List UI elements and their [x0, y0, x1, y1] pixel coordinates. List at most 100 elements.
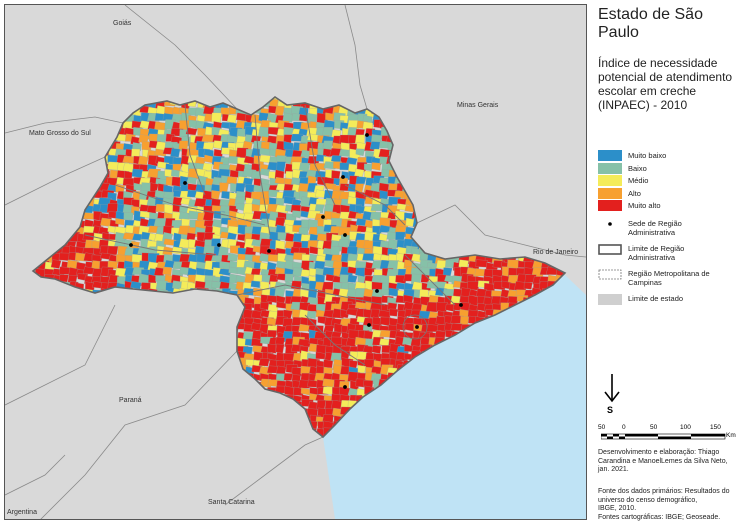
municipality: [107, 245, 119, 256]
legend-label: Baixo: [628, 163, 647, 173]
municipality: [329, 148, 343, 157]
municipality: [267, 343, 277, 354]
municipality: [356, 225, 368, 233]
municipality: [147, 155, 159, 167]
municipality: [362, 253, 375, 261]
municipality: [371, 162, 381, 171]
credits: Desenvolvimento e elaboração: Thiago Car…: [598, 449, 740, 475]
municipality: [170, 148, 181, 158]
municipality: [148, 133, 159, 142]
municipality: [355, 148, 365, 157]
map-title: Estado de São Paulo: [598, 6, 703, 41]
municipality: [107, 161, 119, 171]
sede-point: [267, 249, 271, 253]
label-parana: Paraná: [119, 397, 142, 404]
municipality: [322, 378, 335, 388]
municipality: [172, 196, 184, 206]
municipality: [450, 323, 463, 331]
municipality: [115, 217, 125, 226]
municipality: [213, 121, 224, 130]
legend-label: Alto: [628, 188, 641, 198]
arrow-down-icon: [604, 374, 620, 403]
legend-label: Médio: [628, 176, 649, 185]
credits-line: Desenvolvimento e elaboração: Thiago: [598, 449, 720, 456]
municipality: [340, 365, 351, 375]
legend-muito-baixo: Muito baixo: [598, 150, 738, 163]
label-goias: Goiás: [113, 20, 132, 27]
municipality: [354, 168, 365, 178]
sede-point: [367, 323, 371, 327]
municipality: [357, 364, 367, 374]
municipality: [395, 231, 406, 241]
map-subtitle: Índice de necessidade potencial de atend…: [598, 56, 733, 112]
municipality: [355, 176, 367, 185]
label-minas-gerais: Minas Gerais: [457, 102, 499, 109]
municipality: [323, 161, 337, 170]
legend-limite-estado: Limite de estado: [598, 293, 738, 308]
sede-point: [343, 233, 347, 237]
sede-point: [129, 243, 133, 247]
sede-point: [183, 181, 187, 185]
scale-graphic: [601, 433, 726, 440]
sede-point: [321, 215, 325, 219]
municipality: [267, 254, 280, 263]
legend-medio: Médio: [598, 175, 738, 188]
credits-line: jan. 2021.: [598, 466, 629, 473]
municipality: [186, 176, 197, 185]
municipality: [276, 161, 286, 172]
municipality: [122, 155, 136, 165]
scale-unit: Km: [726, 432, 736, 439]
sources-line: universo do censo demográfico,: [598, 496, 698, 504]
credits-line: Carandina e ManoelLemes da Silva Neto,: [598, 457, 728, 465]
municipality: [259, 155, 271, 164]
municipality: [371, 345, 382, 354]
municipality: [323, 359, 334, 368]
municipality: [363, 163, 374, 172]
label-argentina: Argentina: [7, 509, 37, 516]
legend-label: Muito baixo: [628, 151, 667, 160]
scale-tick-label: 0: [622, 424, 626, 431]
legend-swatch: [598, 150, 622, 161]
neighbor-borders: [5, 5, 586, 519]
municipality: [331, 170, 341, 180]
region-boundary-icon: [598, 243, 622, 255]
label-mato-grosso-do-sul: Mato Grosso do Sul: [29, 130, 91, 137]
municipality: [227, 232, 237, 240]
municipality: [284, 273, 294, 283]
sources: Fonte dos dados primários: Resultados do…: [598, 488, 740, 522]
legend-label: Sede de Região Administrativa: [628, 218, 682, 237]
scale-tick-label: 50: [598, 424, 606, 431]
legend-muito-alto: Muito alto: [598, 200, 738, 213]
sede-point: [343, 385, 347, 389]
municipality: [345, 337, 357, 347]
municipality: [292, 210, 303, 219]
ocean: [323, 275, 586, 519]
legend-label: Limite de estado: [628, 293, 684, 303]
municipality: [411, 281, 424, 291]
municipality: [283, 373, 293, 381]
legend-swatch: [598, 175, 622, 186]
north-arrow: S: [602, 372, 622, 418]
sources-line: Fonte dos dados primários: Resultados do: [598, 488, 730, 495]
municipality: [339, 162, 350, 171]
label-santa-catarina: Santa Catarina: [208, 499, 255, 506]
sede-point: [415, 325, 419, 329]
scale-bar: 50 0 50 100 150 Km: [598, 424, 738, 446]
municipality: [202, 162, 213, 171]
municipality: [242, 203, 253, 215]
sede-dot-icon: [608, 221, 612, 226]
municipality: [219, 182, 229, 193]
municipality: [316, 233, 328, 242]
municipality: [250, 280, 261, 289]
legend-swatch: [598, 200, 622, 211]
municipality: [284, 385, 294, 396]
legend-baixo: Baixo: [598, 162, 738, 176]
municipality: [211, 112, 222, 123]
municipality: [258, 358, 270, 367]
metro-region-icon: [598, 269, 622, 279]
sede-point: [375, 289, 379, 293]
municipality: [131, 168, 144, 179]
municipality: [202, 142, 215, 150]
municipality: [132, 142, 142, 152]
scale-tick-label: 50: [650, 424, 658, 431]
